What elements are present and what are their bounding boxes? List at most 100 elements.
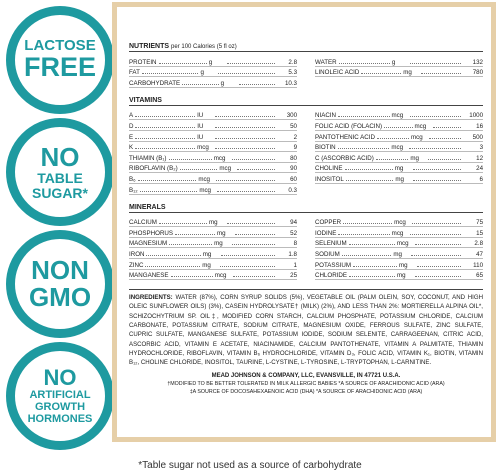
leader xyxy=(409,62,461,64)
nutrient-row: COPPER mcg 75 xyxy=(315,217,483,228)
leader xyxy=(215,137,276,139)
nutrient-unit: g xyxy=(208,58,213,66)
nutrient-value: 2.8 xyxy=(474,240,484,248)
nutrient-name: PANTOTHENIC ACID xyxy=(315,133,375,141)
nutrient-name: WATER xyxy=(315,58,337,66)
nutrient-row: POTASSIUM mg 110 xyxy=(315,259,483,270)
nutrient-value: 75 xyxy=(476,219,484,227)
nutrient-unit: mg xyxy=(397,272,406,280)
column: PROTEIN g 2.8 FAT g 5.3 CARBOHYDRATE g 10.3 xyxy=(129,56,297,88)
nutrient-row: C (ASCORBIC ACID) mg 12 xyxy=(315,152,483,163)
leader xyxy=(220,254,275,256)
nutrient-row: IRON mg 1.8 xyxy=(129,248,297,259)
leader xyxy=(361,73,402,75)
leader xyxy=(158,223,207,225)
leader xyxy=(376,137,409,139)
nutrient-name: LINOLEIC ACID xyxy=(315,69,360,77)
leader xyxy=(135,148,196,150)
leader xyxy=(409,233,462,235)
nutrient-row: CHOLINE mg 24 xyxy=(315,163,483,174)
leader xyxy=(412,169,462,171)
nutrient-name: MAGNESIUM xyxy=(129,240,168,248)
leader xyxy=(215,126,275,128)
nutrient-value: 9 xyxy=(293,144,298,152)
nutrient-name: IRON xyxy=(129,250,145,258)
leader xyxy=(218,73,276,75)
leader xyxy=(337,116,390,118)
footnote: *Table sugar not used as a source of car… xyxy=(138,460,362,471)
nutrient-value: 90 xyxy=(290,165,298,173)
nutrient-value: 80 xyxy=(290,154,297,162)
nutrient-name: B₆ xyxy=(129,175,136,183)
nutrient-value: 8 xyxy=(293,240,298,248)
leader xyxy=(338,233,390,235)
nutrient-name: INOSITOL xyxy=(315,175,344,183)
section-subtitle: per 100 Calories (5 fl oz) xyxy=(171,44,237,50)
nutrient-row: PROTEIN g 2.8 xyxy=(129,56,297,67)
leader xyxy=(345,179,394,181)
nutrient-value: 300 xyxy=(286,112,298,120)
nutrient-value: 24 xyxy=(476,165,484,173)
leader xyxy=(231,158,275,160)
nutrient-name: SELENIUM xyxy=(315,240,347,248)
leader xyxy=(135,116,196,118)
panel-footnote: †MODIFIED TO BE BETTER TOLERATED IN MILK… xyxy=(167,381,445,388)
nutrient-value: 25 xyxy=(290,272,298,280)
nutrient-row: ZINC mg 1 xyxy=(129,259,297,270)
leader xyxy=(409,116,462,118)
nutrient-value: 132 xyxy=(472,58,483,66)
nutrient-unit: mcg xyxy=(391,144,404,152)
nutrient-row: WATER g 132 xyxy=(315,56,483,67)
leader xyxy=(175,233,216,235)
nutrient-value: 1.8 xyxy=(288,250,297,258)
nutrient-value: 0.3 xyxy=(288,186,297,194)
leader xyxy=(146,254,201,256)
nutrient-row: INOSITOL mg 6 xyxy=(315,173,483,184)
nutrient-value: 110 xyxy=(473,261,484,269)
manufacturer: MEAD JOHNSON & COMPANY, LLC, EVANSVILLE,… xyxy=(211,373,401,380)
nutrient-row: SELENIUM mcg 2.8 xyxy=(315,238,483,249)
nutrient-value: 5.3 xyxy=(288,69,298,77)
nutrient-value: 500 xyxy=(472,133,483,141)
nutrient-value: 50 xyxy=(290,122,297,130)
leader xyxy=(417,265,462,267)
panel-content: NUTRIENTS per 100 Calories (5 fl oz) PROT… xyxy=(117,7,491,437)
nutrient-name: CARBOHYDRATE xyxy=(129,79,181,87)
nutrient-name: SODIUM xyxy=(315,250,340,258)
badge-line: SUGAR* xyxy=(31,184,88,201)
nutrient-unit: mcg xyxy=(213,154,226,162)
leader xyxy=(384,126,413,128)
nutrient-unit: mcg xyxy=(197,144,209,152)
section-columns: CALCIUM mg 94 PHOSPHORUS mg 52 MAGNESIUM mg 8 IRO… xyxy=(129,217,483,281)
nutrient-row: D IU 50 xyxy=(129,120,297,131)
nutrient-unit: mg xyxy=(202,261,211,269)
nutrient-unit: g xyxy=(200,69,204,77)
nutrient-unit: mg xyxy=(393,250,402,258)
nutrient-row: FAT g 5.3 xyxy=(129,67,297,78)
nutrient-unit: mcg xyxy=(391,112,404,120)
badge-line: FREE xyxy=(23,52,96,82)
nutrient-name: ZINC xyxy=(129,261,144,269)
nutrient-value: 1 xyxy=(293,261,297,269)
badge-line: TABLE xyxy=(37,169,83,186)
nutrient-name: THIAMIN (B₁) xyxy=(129,154,167,162)
nutrient-name: C (ASCORBIC ACID) xyxy=(315,154,374,162)
nutrient-row: BIOTIN mcg 3 xyxy=(315,142,483,153)
nutrient-unit: IU xyxy=(197,112,204,120)
leader xyxy=(428,158,462,160)
nutrient-name: POTASSIUM xyxy=(315,261,351,269)
nutrient-unit: mg xyxy=(217,229,226,237)
badge-line: NON xyxy=(31,255,89,285)
ingredients-label: INGREDIENTS: xyxy=(129,294,173,302)
nutrient-unit: mcg xyxy=(198,175,211,183)
nutrient-unit: mcg xyxy=(394,219,406,227)
nutrient-name: PHOSPHORUS xyxy=(129,229,174,237)
nutrient-row: IODINE mcg 15 xyxy=(315,227,483,238)
nutrient-value: 10.3 xyxy=(284,79,297,87)
leader xyxy=(413,179,461,181)
nutrient-unit: IU xyxy=(197,122,204,130)
badge: NO TABLE SUGAR* xyxy=(6,118,114,226)
nutrient-value: 12 xyxy=(476,154,484,162)
leader xyxy=(238,83,275,85)
